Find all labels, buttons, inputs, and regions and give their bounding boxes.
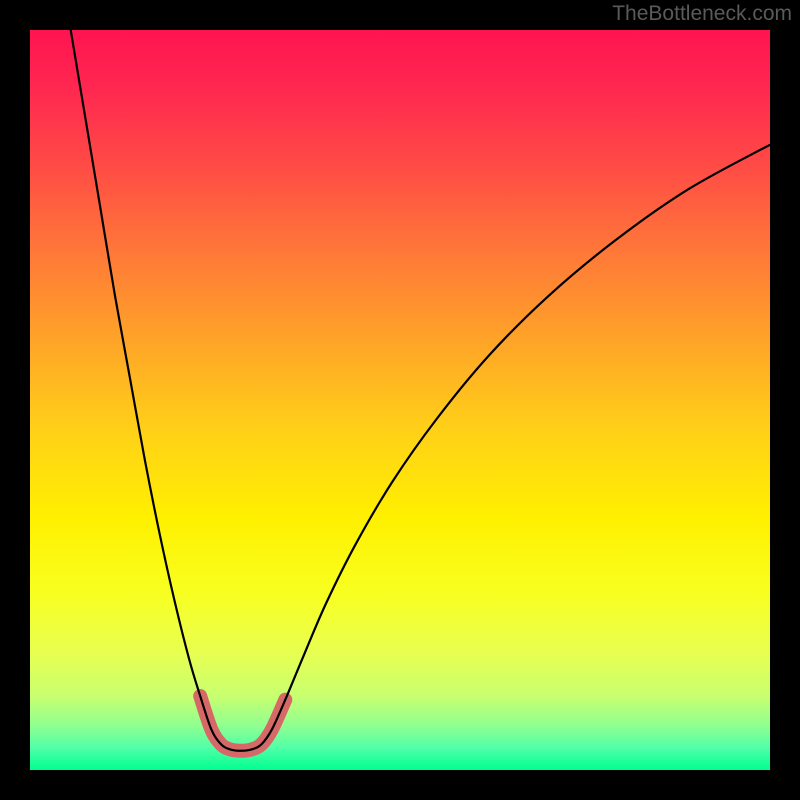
- watermark-text: TheBottleneck.com: [612, 2, 792, 26]
- chart-plot-area: [30, 30, 770, 770]
- bottleneck-curve: [71, 30, 770, 751]
- highlight-curve: [200, 696, 285, 751]
- curve-layer: [30, 30, 770, 770]
